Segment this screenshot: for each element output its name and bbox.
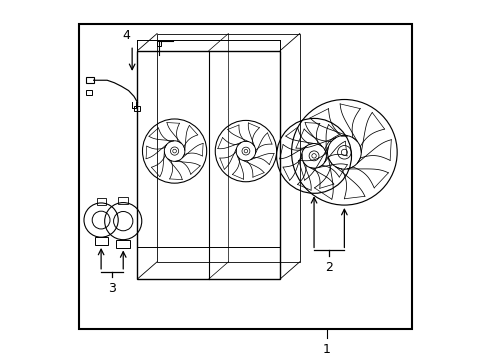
Bar: [85, 77, 93, 84]
Bar: [118, 197, 128, 204]
Text: 1: 1: [322, 343, 330, 356]
Text: 2: 2: [325, 261, 332, 274]
Bar: [85, 90, 92, 95]
Bar: [157, 33, 299, 262]
Bar: [116, 240, 130, 248]
Bar: [157, 41, 161, 46]
Text: 3: 3: [108, 283, 116, 296]
Bar: [137, 51, 280, 279]
Bar: [134, 106, 140, 111]
Bar: [79, 24, 411, 329]
Bar: [95, 237, 107, 245]
Text: 4: 4: [122, 29, 130, 42]
Bar: [97, 198, 105, 205]
